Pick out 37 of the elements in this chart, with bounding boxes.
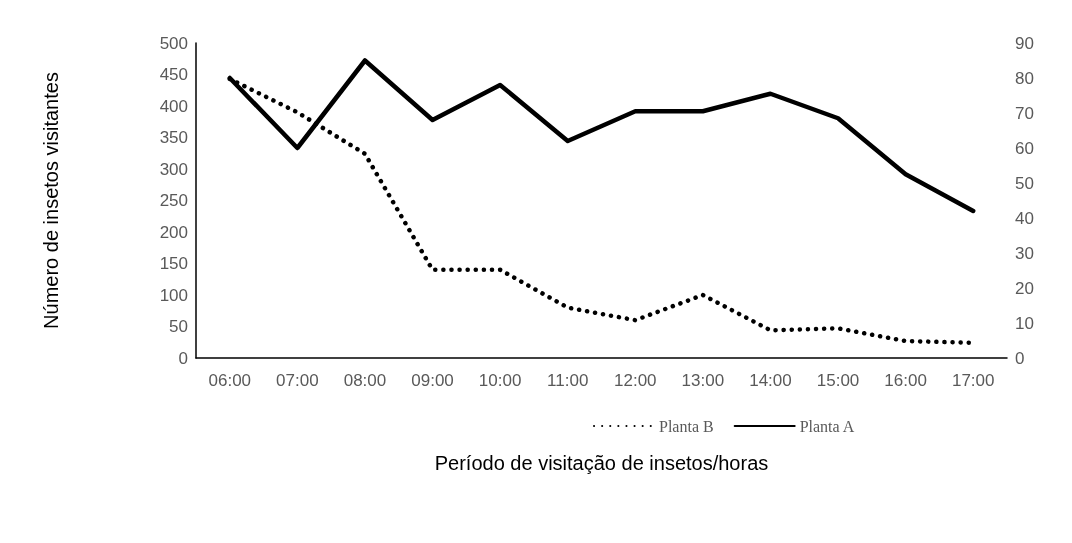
y-tick-label: 400: [159, 96, 188, 116]
y-tick-label: 200: [159, 222, 188, 242]
x-tick-label: 17:00: [951, 371, 995, 390]
y2-tick-label: 30: [1015, 243, 1034, 263]
legend-label: Planta A: [799, 417, 855, 435]
x-tick-label: 15:00: [816, 371, 860, 390]
x-tick-label: 08:00: [343, 371, 387, 390]
y-tick-label: 300: [159, 159, 188, 179]
x-tick-label: 07:00: [276, 371, 319, 390]
y2-tick-label: 50: [1015, 173, 1034, 193]
y2-tick-label: 60: [1015, 138, 1034, 158]
x-tick-label: 11:00: [547, 371, 589, 390]
y2-tick-label: 10: [1015, 313, 1034, 333]
y2-tick-label: 90: [1015, 33, 1034, 53]
y-tick-label: 450: [159, 65, 188, 84]
y2-tick-label: 20: [1015, 278, 1034, 298]
y2-tick-label: 70: [1015, 103, 1034, 123]
y2-tick-label: 80: [1015, 68, 1034, 88]
x-tick-label: 12:00: [614, 371, 657, 390]
y2-tick-label: 40: [1015, 208, 1034, 228]
y-tick-label: 50: [169, 317, 188, 336]
x-tick-label: 14:00: [749, 371, 792, 390]
y-axis-title: Número de insetos visitantes: [40, 72, 62, 329]
y-tick-label: 500: [159, 33, 188, 53]
y-tick-label: 250: [159, 191, 188, 210]
y2-tick-label: 0: [1015, 348, 1025, 368]
x-tick-label: 09:00: [411, 371, 454, 390]
y-tick-label: 150: [159, 254, 188, 273]
legend-label: Planta B: [659, 417, 714, 435]
x-tick-label: 06:00: [208, 371, 252, 390]
y-tick-label: 350: [159, 128, 188, 147]
x-tick-label: 10:00: [478, 371, 522, 390]
x-tick-label: 16:00: [884, 371, 927, 390]
x-axis-title: Período de visitação de insetos/horas: [434, 452, 769, 474]
x-tick-label: 13:00: [681, 371, 725, 390]
y-tick-label: 0: [178, 348, 188, 368]
y-tick-label: 100: [159, 285, 188, 305]
